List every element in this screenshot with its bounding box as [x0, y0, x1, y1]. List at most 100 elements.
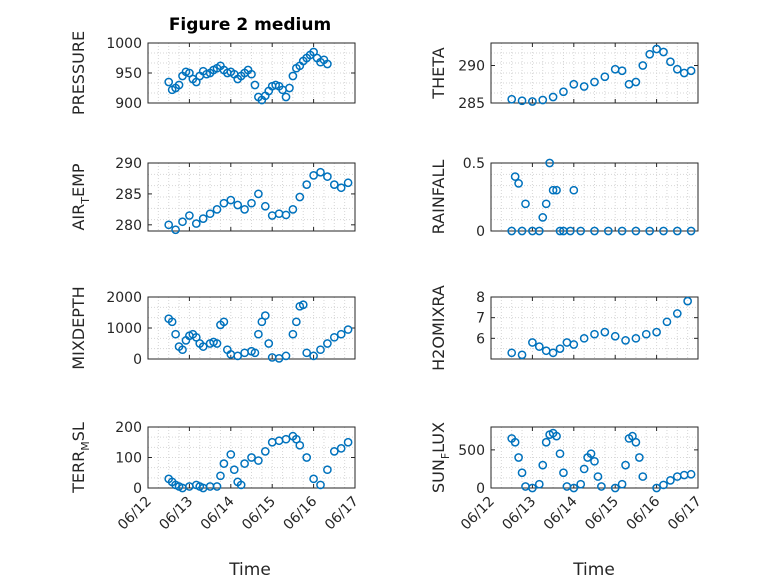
data-point: [659, 480, 668, 490]
data-point: [521, 482, 530, 491]
figure-title: Figure 2 medium: [169, 15, 331, 35]
data-point: [538, 460, 548, 470]
data-point: [329, 180, 339, 189]
data-point: [510, 437, 520, 447]
y-tick-label: 0: [476, 481, 485, 497]
data-point: [316, 167, 325, 177]
y-axis-label: H2OMIXRA: [429, 285, 448, 371]
data-point: [198, 342, 208, 351]
data-point: [247, 69, 256, 79]
y-axis-label: RAINFALL: [429, 160, 448, 235]
data-point: [576, 479, 586, 489]
data-point: [672, 309, 682, 318]
data-point: [597, 482, 606, 491]
x-tick-label: 06/15: [239, 494, 279, 534]
data-point: [545, 158, 555, 168]
data-point: [559, 468, 568, 478]
data-point: [323, 465, 332, 475]
data-point: [205, 482, 215, 491]
data-point: [666, 476, 675, 485]
axes-frame: [490, 426, 699, 489]
data-point: [590, 329, 599, 339]
data-point: [247, 453, 256, 462]
axes-frame: [490, 162, 699, 232]
data-point: [510, 172, 520, 181]
y-axis-label: PRESSURE: [69, 31, 88, 115]
data-point: [254, 329, 263, 339]
data-point: [528, 97, 537, 106]
x-axis-label-left: Time: [228, 560, 271, 580]
data-point: [288, 329, 298, 339]
y-tick-label: 290: [115, 156, 142, 172]
y-tick-label: 950: [115, 66, 142, 82]
data-point: [590, 226, 599, 236]
data-point: [309, 474, 318, 484]
data-point: [610, 483, 620, 493]
data-point: [662, 317, 672, 327]
y-axis-label: TERRMSL: [69, 422, 92, 494]
data-point: [226, 195, 236, 205]
data-point: [288, 205, 298, 214]
data-point: [295, 440, 305, 450]
data-point: [507, 348, 517, 358]
axes-frame: [490, 42, 699, 104]
data-point: [514, 179, 523, 188]
data-point: [229, 465, 239, 475]
data-point: [343, 437, 353, 447]
data-point: [292, 317, 301, 327]
data-point: [260, 311, 270, 320]
data-point: [528, 483, 537, 493]
data-point: [250, 80, 260, 90]
data-point: [579, 464, 589, 474]
data-point: [638, 61, 648, 70]
y-axis-label: MIXDEPTH: [69, 286, 88, 369]
data-point: [240, 459, 249, 468]
data-point: [185, 211, 194, 220]
x-tick-label: 06/12: [115, 494, 155, 534]
data-point: [603, 226, 613, 236]
data-point: [534, 226, 544, 236]
y-tick-label: 0: [133, 481, 142, 497]
data-point: [507, 94, 517, 104]
data-point: [167, 317, 177, 327]
data-point: [652, 44, 661, 54]
data-point: [569, 185, 579, 195]
data-point: [298, 300, 308, 310]
data-point: [254, 189, 263, 199]
x-tick-label: 06/16: [624, 493, 664, 533]
data-point: [686, 226, 696, 236]
x-tick-label: 06/14: [541, 493, 581, 533]
y-tick-label: 500: [458, 443, 485, 459]
x-tick-label: 06/16: [281, 493, 321, 533]
data-point: [624, 79, 634, 89]
data-point: [336, 183, 346, 193]
data-point: [652, 483, 661, 493]
data-point: [590, 77, 599, 87]
y-tick-label: 100: [115, 451, 142, 467]
data-point: [219, 459, 229, 468]
data-point: [274, 354, 284, 363]
data-point: [548, 348, 558, 358]
data-point: [679, 470, 689, 480]
data-point: [302, 180, 312, 189]
data-point: [576, 226, 586, 236]
y-tick-label: 0.5: [463, 156, 485, 172]
x-tick-label: 06/15: [582, 494, 622, 534]
data-point: [288, 71, 298, 81]
data-point: [174, 80, 184, 90]
data-point: [264, 339, 274, 348]
data-point: [579, 333, 589, 343]
data-point: [593, 472, 603, 481]
data-point: [579, 82, 589, 91]
data-point: [233, 351, 243, 361]
y-tick-label: 8: [476, 290, 485, 306]
data-point: [260, 447, 270, 456]
data-point: [641, 329, 651, 339]
data-point: [247, 198, 256, 208]
data-point: [541, 437, 551, 447]
data-point: [302, 453, 312, 462]
data-point: [514, 453, 523, 462]
data-point: [610, 64, 620, 74]
data-point: [240, 348, 249, 358]
